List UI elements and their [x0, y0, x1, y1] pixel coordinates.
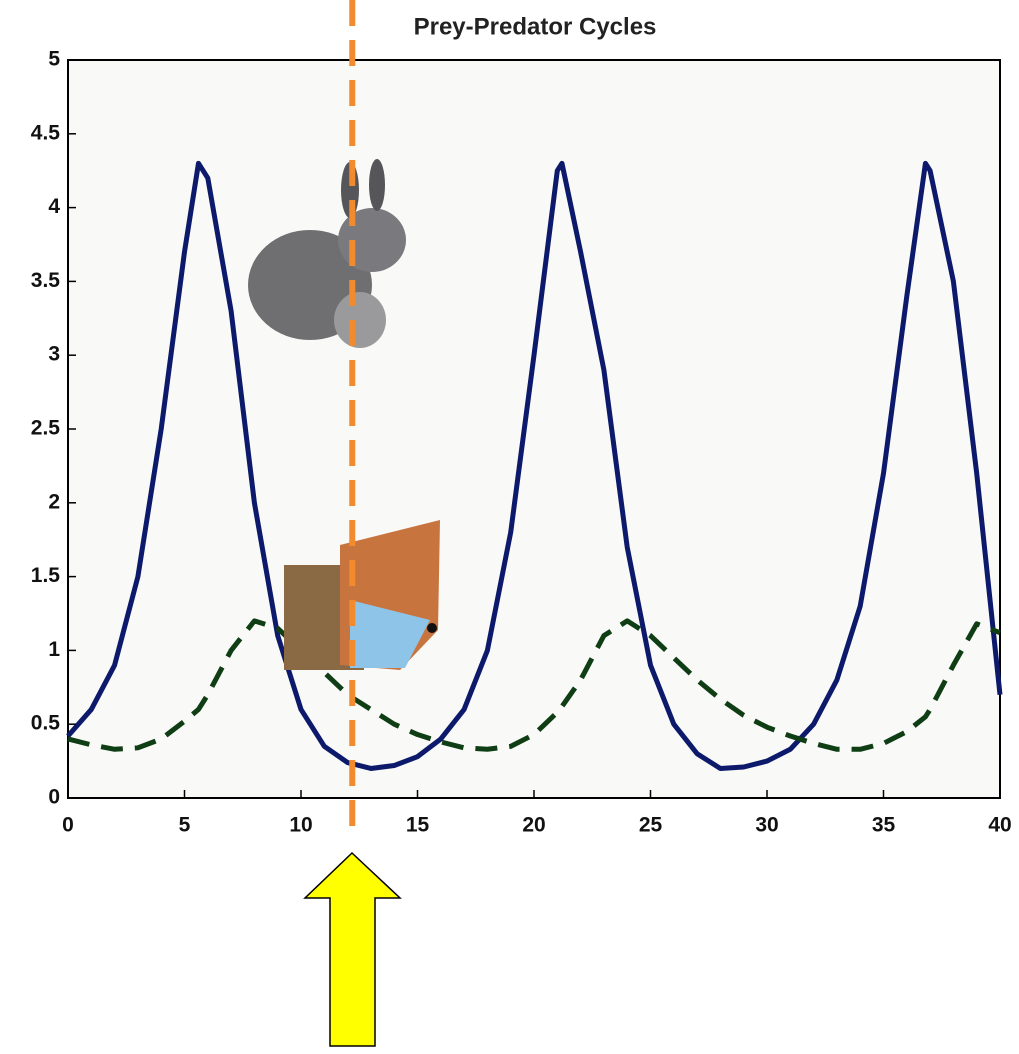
x-tick-label: 15	[406, 814, 430, 837]
x-tick-label: 35	[872, 814, 896, 837]
y-tick-label: 0	[48, 786, 60, 809]
y-tick-label: 4	[48, 195, 60, 218]
x-tick-label: 25	[639, 814, 663, 837]
x-tick-label: 10	[289, 814, 312, 837]
series-line	[67, 618, 1001, 752]
x-tick-label: 40	[988, 814, 1011, 837]
arrow	[303, 851, 402, 1047]
y-tick-label: 5	[48, 48, 60, 71]
y-tick-label: 0.5	[31, 712, 61, 735]
plot-area	[67, 59, 1001, 799]
x-tick-label: 5	[179, 814, 191, 837]
chart-title: Prey-Predator Cycles	[414, 13, 657, 40]
y-tick-label: 1	[48, 638, 60, 661]
series-line	[66, 160, 1003, 771]
x-tick-label: 0	[62, 814, 74, 837]
y-tick-label: 3.5	[31, 269, 61, 292]
y-tick-label: 2	[48, 490, 60, 513]
y-tick-label: 3	[48, 343, 60, 366]
x-tick-label: 30	[755, 814, 778, 837]
y-tick-label: 1.5	[31, 564, 61, 587]
y-tick-label: 4.5	[31, 121, 61, 144]
x-tick-label: 20	[522, 814, 545, 837]
y-tick-label: 2.5	[31, 417, 61, 440]
